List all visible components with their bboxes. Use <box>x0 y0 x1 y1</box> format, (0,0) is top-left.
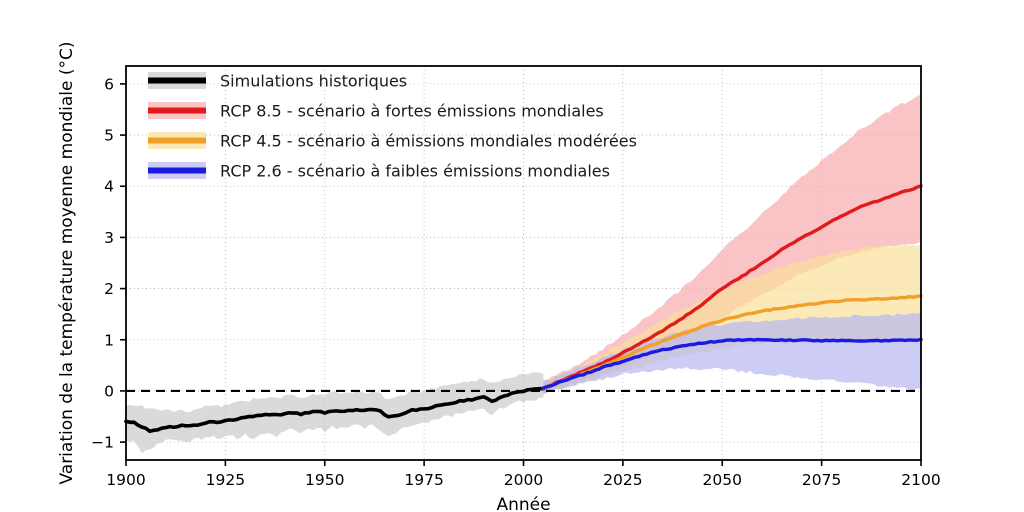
uncertainty-band-rcp85 <box>543 94 921 395</box>
y-tick-label: 5 <box>104 127 114 145</box>
y-tick-label: 6 <box>104 75 114 93</box>
y-tick-label: 1 <box>104 331 114 349</box>
y-tick-label: 3 <box>104 229 114 247</box>
legend-item-rcp85[interactable]: RCP 8.5 - scénario à fortes émissions mo… <box>148 102 604 121</box>
x-tick-label: 2100 <box>901 471 940 489</box>
x-tick-label: 2050 <box>703 471 742 489</box>
series-line-historical <box>124 386 546 434</box>
legend-label-historical: Simulations historiques <box>220 72 407 91</box>
x-tick-label: 1950 <box>305 471 344 489</box>
plot-area: 1900 1925 1950 1975 2000 2025 2050 2075 2100 −1 0 1… <box>57 41 941 512</box>
y-tick-label: 4 <box>104 178 114 196</box>
x-tick-label: 1925 <box>206 471 245 489</box>
series-line-rcp26 <box>541 337 923 390</box>
x-tick-label: 2000 <box>504 471 543 489</box>
x-tick-label: 1975 <box>404 471 443 489</box>
y-tick-label: −1 <box>91 434 114 452</box>
y-axis-label: Variation de la température moyenne mond… <box>57 41 77 484</box>
x-tick-label: 1900 <box>106 471 145 489</box>
legend-label-rcp45: RCP 4.5 - scénario à émissions mondiales… <box>220 132 637 151</box>
y-tick-label: 0 <box>104 382 114 400</box>
series-line-rcp85 <box>541 184 923 391</box>
x-tick-label: 2025 <box>603 471 642 489</box>
x-tick-label: 2075 <box>802 471 841 489</box>
legend-item-rcp45[interactable]: RCP 4.5 - scénario à émissions mondiales… <box>148 132 637 151</box>
y-tick-label: 2 <box>104 280 114 298</box>
legend-item-rcp26[interactable]: RCP 2.6 - scénario à faibles émissions m… <box>148 162 610 181</box>
x-axis-label: Année <box>496 495 550 512</box>
legend-label-rcp85: RCP 8.5 - scénario à fortes émissions mo… <box>220 102 604 121</box>
legend-label-rcp26: RCP 2.6 - scénario à faibles émissions m… <box>220 162 610 181</box>
legend-item-historical[interactable]: Simulations historiques <box>148 72 407 91</box>
uncertainty-band-rcp26 <box>543 312 921 395</box>
